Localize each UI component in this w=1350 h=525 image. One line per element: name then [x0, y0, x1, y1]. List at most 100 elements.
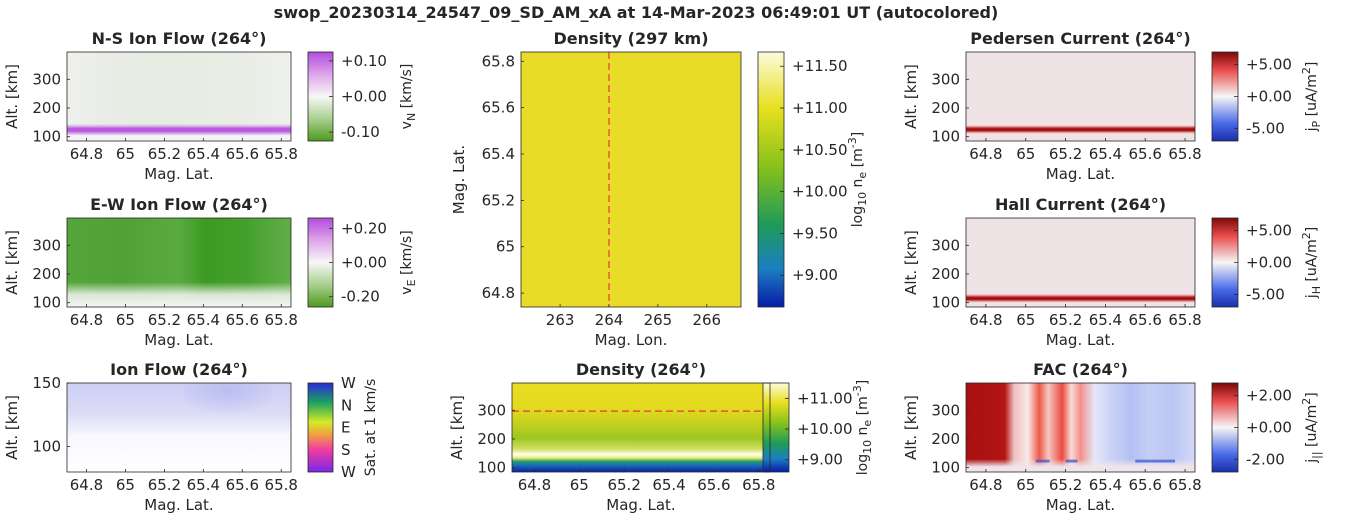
axes-frame	[511, 382, 771, 473]
colorbar-tick-label: +11.00	[797, 389, 853, 407]
x-tick-label: 65.2	[1049, 476, 1082, 494]
x-axis-label: Mag. Lat.	[144, 165, 213, 183]
y-axis-label: Alt. [km]	[3, 395, 21, 460]
colorbar-tick-label: +11.50	[792, 57, 848, 75]
colorbar-label: j|| [uA/m2]	[1300, 392, 1323, 464]
x-tick-label: 266	[692, 311, 721, 329]
x-tick-label: 65.4	[187, 311, 220, 329]
axes-frame	[965, 217, 1196, 308]
y-tick-label: 300	[32, 70, 61, 88]
colorbar-tick-label: -5.00	[1246, 119, 1285, 137]
x-tick-label: 65.8	[742, 476, 775, 494]
colorbar	[307, 382, 334, 473]
y-axis-label: Mag. Lat.	[450, 145, 468, 214]
x-tick-label: 65.8	[265, 476, 298, 494]
colorbar-tick-label: +10.50	[792, 141, 848, 159]
colorbar-label: log10 ne [m-3]	[851, 380, 874, 475]
x-tick-label: 65.6	[697, 476, 730, 494]
axes-frame	[520, 51, 742, 308]
panel-hall: Hall Current (264°) 64.8 65 65.2 65.4 65.6 65.…	[902, 195, 1323, 349]
x-tick-label: 64.8	[70, 311, 103, 329]
y-tick-label: 65.2	[482, 191, 515, 209]
x-tick-label: 65	[1016, 311, 1035, 329]
x-tick-label: 64.8	[969, 476, 1002, 494]
x-tick-label: 64.8	[969, 311, 1002, 329]
field-streak	[1035, 459, 1050, 463]
x-tick-label: 64.8	[969, 145, 1002, 163]
colorbar-label: Sat. at 1 km/s	[363, 379, 379, 477]
x-tick-label: 65	[116, 311, 135, 329]
x-axis-label: Mag. Lat.	[1046, 331, 1115, 349]
x-axis-label: Mag. Lat.	[1046, 165, 1115, 183]
y-tick-label: 100	[32, 294, 61, 312]
x-tick-label: 65.6	[1129, 311, 1162, 329]
x-tick-label: 65.2	[1049, 311, 1082, 329]
colorbar	[757, 51, 785, 308]
x-tick-label: 64.8	[518, 476, 551, 494]
colorbar	[762, 382, 790, 473]
colorbar	[1211, 217, 1239, 308]
colorbar-tick-label: W	[341, 374, 356, 392]
x-tick-label: 64.8	[70, 145, 103, 163]
panel-density_vert: Density (264°) 64.8 65 65.2 65.4 65.6 65.8 100 2…	[448, 360, 874, 514]
colorbar	[307, 51, 334, 142]
colorbar-tick-label: +9.00	[797, 451, 843, 469]
field-background	[521, 52, 741, 307]
colorbar-tick-label: E	[341, 419, 350, 437]
y-tick-label: 64.8	[482, 284, 515, 302]
colorbar-tick-label: +0.00	[341, 88, 387, 106]
x-tick-label: 65.2	[1049, 145, 1082, 163]
x-tick-label: 65.4	[652, 476, 685, 494]
field-layer	[966, 125, 1195, 134]
colorbar-tick-label: +10.00	[797, 420, 853, 438]
colorbar-tick-label: +2.00	[1246, 387, 1292, 405]
y-tick-label: 100	[931, 294, 960, 312]
field-layer	[67, 123, 291, 136]
x-tick-label: 65.8	[265, 145, 298, 163]
y-tick-label: 200	[32, 99, 61, 117]
colorbar-tick-label: -5.00	[1246, 285, 1285, 303]
x-tick-label: 65.8	[1168, 311, 1201, 329]
x-tick-label: 65.8	[265, 311, 298, 329]
x-tick-label: 65.2	[148, 145, 181, 163]
colorbar-tick-label: S	[341, 441, 351, 459]
axes-frame	[965, 382, 1196, 473]
axes-frame	[66, 51, 292, 142]
y-axis-label: Alt. [km]	[448, 395, 466, 460]
panel-title: N-S Ion Flow (264°)	[92, 29, 267, 48]
panel-ew_flow: E-W Ion Flow (264°) 64.8 65 65.2 65.4 65.6 65.…	[3, 195, 418, 349]
y-tick-label: 65.8	[482, 52, 515, 70]
y-tick-label: 200	[32, 265, 61, 283]
colorbar-tick-label: +5.00	[1246, 56, 1292, 74]
panel-title: Density (297 km)	[553, 29, 708, 48]
x-tick-label: 265	[644, 311, 673, 329]
x-axis-label: Mag. Lon.	[595, 331, 668, 349]
panel-title: FAC (264°)	[1033, 360, 1128, 379]
axes-frame	[965, 51, 1196, 142]
colorbar-label: log10 ne [m-3]	[846, 132, 869, 227]
colorbar-tick-label: N	[341, 396, 352, 414]
x-tick-label: 65.6	[226, 145, 259, 163]
field-background	[966, 383, 1195, 472]
x-tick-label: 264	[595, 311, 624, 329]
y-tick-label: 65	[496, 238, 515, 256]
colorbar-label: jH [uA/m2]	[1300, 227, 1323, 299]
field-overlay	[67, 218, 291, 307]
colorbar-tick-label: W	[341, 463, 356, 481]
y-tick-label: 200	[477, 430, 506, 448]
x-axis-label: Mag. Lat.	[144, 496, 213, 514]
field-background	[966, 218, 1195, 307]
y-tick-label: 300	[931, 401, 960, 419]
y-tick-label: 100	[931, 459, 960, 477]
y-tick-label: 300	[931, 70, 960, 88]
x-tick-label: 65.2	[148, 476, 181, 494]
x-tick-label: 65.4	[1089, 476, 1122, 494]
colorbar-tick-label: +9.50	[792, 224, 838, 242]
panel-ns_flow: N-S Ion Flow (264°) 64.8 65 65.2 65.4 65.6 65.…	[3, 29, 418, 183]
x-tick-label: 65	[1016, 145, 1035, 163]
panel-title: Ion Flow (264°)	[110, 360, 248, 379]
panel-title: Hall Current (264°)	[995, 195, 1166, 214]
colorbar-tick-label: +11.00	[792, 99, 848, 117]
colorbar-tick-label: +9.00	[792, 266, 838, 284]
